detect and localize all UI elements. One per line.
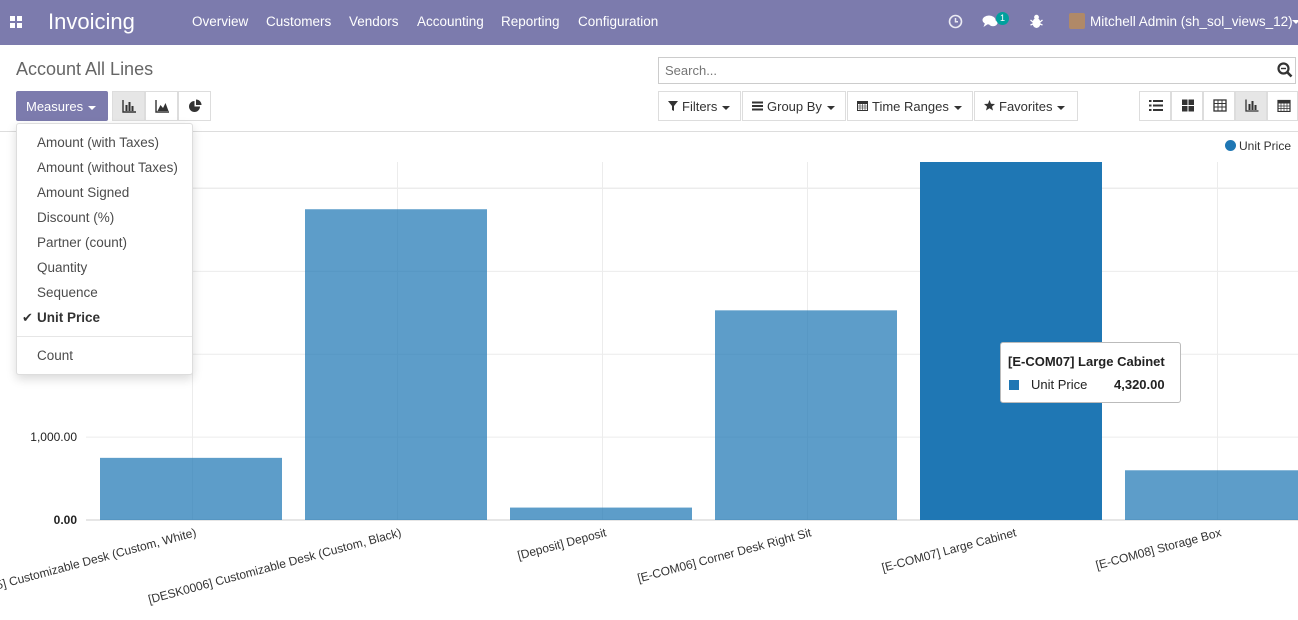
filter-icon xyxy=(668,101,678,111)
y-tick-label: 1,000.00 xyxy=(30,430,77,444)
bar-chart-button[interactable] xyxy=(112,91,145,121)
x-tick-label: 5] Customizable Desk (Custom, White) xyxy=(0,525,198,592)
measure-amount-with-taxes[interactable]: Amount (with Taxes) xyxy=(37,135,160,150)
pie-chart-button[interactable] xyxy=(178,91,211,121)
messages-count-badge: 1 xyxy=(996,12,1009,25)
menu-overview[interactable]: Overview xyxy=(192,14,249,29)
debug-bug-icon[interactable] xyxy=(1030,14,1043,29)
bar-5[interactable] xyxy=(920,162,1102,520)
filters-label: Filters xyxy=(682,99,718,114)
measure-amount-without-taxes[interactable]: Amount (without Taxes) xyxy=(37,160,178,175)
list-view-icon xyxy=(1149,100,1163,111)
chevron-down-icon xyxy=(88,105,97,110)
measures-label: Measures xyxy=(26,99,84,114)
chevron-down-icon xyxy=(953,105,962,110)
pivot-view-icon xyxy=(1213,99,1227,112)
calendar-view-icon xyxy=(1277,99,1291,112)
bar-1[interactable] xyxy=(100,457,282,520)
bar-chart-icon xyxy=(122,100,136,113)
app-name: Invoicing xyxy=(48,9,135,34)
search-input[interactable] xyxy=(659,58,1255,83)
menu-accounting[interactable]: Accounting xyxy=(417,14,484,29)
graph-view-button[interactable] xyxy=(1235,91,1267,121)
favorites-button[interactable]: Favorites xyxy=(974,91,1078,121)
menu-configuration[interactable]: Configuration xyxy=(578,14,659,29)
dropdown-divider xyxy=(17,336,192,337)
tooltip-swatch xyxy=(1009,380,1019,390)
group-by-label: Group By xyxy=(767,99,822,114)
measure-quantity[interactable]: Quantity xyxy=(37,260,88,275)
bar-3[interactable] xyxy=(510,507,692,520)
line-chart-button[interactable] xyxy=(145,91,178,121)
menu-customers[interactable]: Customers xyxy=(266,14,332,29)
user-menu-caret-icon[interactable] xyxy=(1292,20,1298,24)
measure-discount[interactable]: Discount (%) xyxy=(37,210,115,225)
top-navbar: Invoicing Overview Customers Vendors Acc… xyxy=(0,0,1298,45)
bar-4[interactable] xyxy=(715,310,897,520)
bar-2[interactable] xyxy=(305,209,487,520)
time-ranges-label: Time Ranges xyxy=(872,99,949,114)
x-tick-label: [E-COM07] Large Cabinet xyxy=(880,525,1018,575)
x-tick-label: [Deposit] Deposit xyxy=(516,525,609,562)
menu-reporting[interactable]: Reporting xyxy=(501,14,560,29)
star-icon xyxy=(984,100,995,111)
check-icon: ✔ xyxy=(22,310,33,325)
filters-button[interactable]: Filters xyxy=(658,91,741,121)
group-by-button[interactable]: Group By xyxy=(742,91,846,121)
x-tick-label: [E-COM08] Storage Box xyxy=(1094,525,1223,572)
apps-menu-icon[interactable] xyxy=(10,16,22,28)
legend-label: Unit Price xyxy=(1239,139,1292,153)
measure-count[interactable]: Count xyxy=(37,348,74,363)
page-title: Account All Lines xyxy=(16,59,154,79)
chevron-down-icon xyxy=(722,105,731,110)
measure-unit-price[interactable]: Unit Price xyxy=(37,310,101,325)
measures-button[interactable]: Measures xyxy=(16,91,108,121)
bar-6[interactable] xyxy=(1125,470,1298,520)
tooltip-label: Unit Price xyxy=(1031,377,1088,392)
calendar-icon xyxy=(857,101,868,111)
favorites-label: Favorites xyxy=(999,99,1053,114)
control-panel-divider xyxy=(0,131,1298,132)
search-box xyxy=(658,57,1296,84)
chevron-down-icon xyxy=(826,105,835,110)
tooltip-title: [E-COM07] Large Cabinet xyxy=(1008,354,1165,369)
activity-clock-icon[interactable] xyxy=(948,14,963,29)
list-bars-icon xyxy=(752,101,763,111)
graph-view-icon xyxy=(1245,99,1259,112)
search-icon[interactable] xyxy=(1277,62,1293,78)
tooltip-value: 4,320.00 xyxy=(1114,377,1165,392)
bar-chart: 5] Customizable Desk (Custom, White)[DES… xyxy=(0,162,1298,607)
chevron-down-icon xyxy=(1057,105,1066,110)
chart-legend[interactable]: Unit Price xyxy=(1225,139,1291,153)
measure-partner-count[interactable]: Partner (count) xyxy=(37,235,128,250)
chart-tooltip: [E-COM07] Large Cabinet Unit Price 4,320… xyxy=(1000,342,1181,403)
kanban-view-button[interactable] xyxy=(1171,91,1203,121)
menu-vendors[interactable]: Vendors xyxy=(349,14,399,29)
pie-chart-icon xyxy=(189,99,202,112)
line-chart-icon xyxy=(155,100,169,113)
user-name[interactable]: Mitchell Admin (sh_sol_views_12) xyxy=(1090,14,1293,29)
measure-sequence[interactable]: Sequence xyxy=(37,285,98,300)
pivot-view-button[interactable] xyxy=(1203,91,1235,121)
user-avatar[interactable] xyxy=(1069,13,1085,29)
measure-amount-signed[interactable]: Amount Signed xyxy=(37,185,130,200)
y-tick-label: 0.00 xyxy=(54,513,78,527)
list-view-button[interactable] xyxy=(1139,91,1171,121)
kanban-view-icon xyxy=(1182,99,1194,112)
time-ranges-button[interactable]: Time Ranges xyxy=(847,91,973,121)
legend-swatch xyxy=(1225,140,1236,151)
x-tick-label: [E-COM06] Corner Desk Right Sit xyxy=(636,525,814,585)
messages-icon[interactable] xyxy=(982,15,998,28)
calendar-view-button[interactable] xyxy=(1267,91,1298,121)
measures-dropdown: Amount (with Taxes) Amount (without Taxe… xyxy=(16,123,193,375)
